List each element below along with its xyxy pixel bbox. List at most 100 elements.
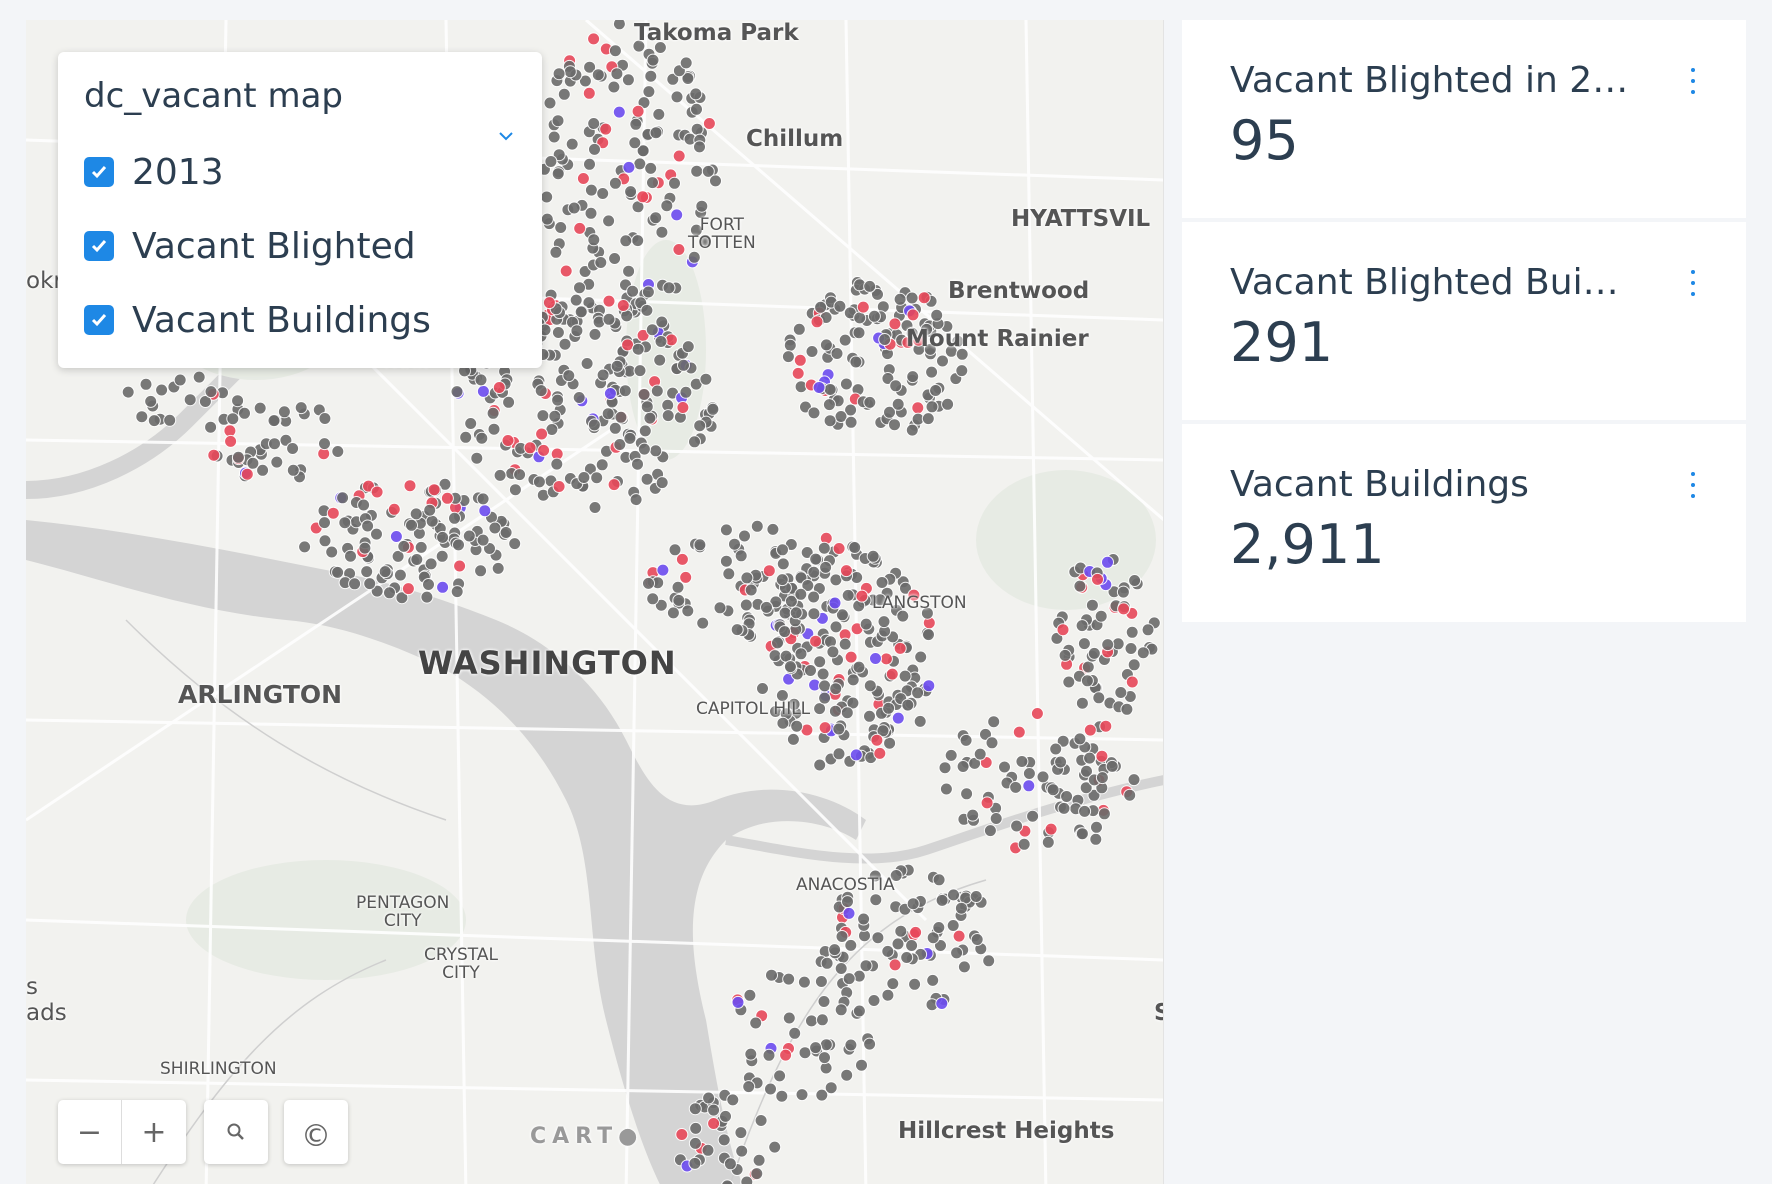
vacancy-point[interactable]: [649, 126, 663, 140]
vacancy-point[interactable]: [226, 412, 240, 426]
vacancy-point[interactable]: [957, 960, 971, 974]
vacancy-point[interactable]: [936, 354, 949, 368]
vacancy-point[interactable]: [840, 706, 854, 720]
vacancy-point[interactable]: [781, 350, 795, 364]
vacancy-point[interactable]: [893, 292, 907, 306]
vacancy-point[interactable]: [1015, 755, 1029, 768]
vacancy-point[interactable]: [1128, 574, 1142, 587]
vacancy-point[interactable]: [818, 721, 832, 735]
vacancy-point[interactable]: [563, 65, 577, 79]
vacancy-point[interactable]: [775, 573, 789, 587]
vacancy-point[interactable]: [699, 372, 713, 386]
vacancy-point[interactable]: [917, 291, 931, 305]
vacancy-point[interactable]: [820, 956, 834, 970]
vacancy-point[interactable]: [693, 140, 706, 154]
vacancy-point[interactable]: [448, 511, 461, 525]
vacancy-point[interactable]: [535, 427, 549, 441]
vacancy-point[interactable]: [565, 137, 579, 151]
vacancy-point[interactable]: [551, 167, 565, 181]
vacancy-point[interactable]: [866, 549, 880, 563]
vacancy-point[interactable]: [906, 308, 920, 322]
vacancy-point[interactable]: [1075, 827, 1089, 841]
vacancy-point[interactable]: [436, 580, 450, 594]
vacancy-point[interactable]: [790, 719, 804, 733]
vacancy-point[interactable]: [1054, 755, 1068, 769]
vacancy-point[interactable]: [954, 901, 968, 915]
vacancy-point[interactable]: [491, 561, 505, 575]
search-button[interactable]: [204, 1100, 268, 1164]
vacancy-point[interactable]: [908, 977, 922, 991]
vacancy-point[interactable]: [842, 906, 856, 920]
vacancy-point[interactable]: [580, 357, 594, 370]
vacancy-point[interactable]: [602, 312, 616, 326]
vacancy-point[interactable]: [786, 732, 800, 746]
vacancy-point[interactable]: [896, 609, 910, 623]
vacancy-point[interactable]: [791, 366, 805, 380]
vacancy-point[interactable]: [1114, 686, 1128, 699]
vacancy-point[interactable]: [768, 649, 782, 663]
vacancy-point[interactable]: [891, 937, 905, 951]
vacancy-point[interactable]: [1058, 648, 1072, 662]
vacancy-point[interactable]: [900, 951, 914, 964]
vacancy-point[interactable]: [602, 214, 616, 228]
vacancy-point[interactable]: [632, 39, 646, 53]
vacancy-point[interactable]: [742, 1080, 756, 1094]
vacancy-point[interactable]: [508, 483, 522, 497]
vacancy-point[interactable]: [423, 503, 437, 517]
vacancy-point[interactable]: [626, 284, 640, 298]
vacancy-point[interactable]: [642, 576, 655, 590]
vacancy-point[interactable]: [906, 370, 920, 384]
vacancy-point[interactable]: [629, 117, 643, 131]
vacancy-point[interactable]: [925, 365, 939, 379]
vacancy-point[interactable]: [891, 711, 905, 725]
vacancy-point[interactable]: [588, 327, 602, 341]
vacancy-point[interactable]: [596, 368, 610, 382]
vacancy-point[interactable]: [1124, 642, 1138, 655]
vacancy-point[interactable]: [809, 552, 823, 566]
vacancy-point[interactable]: [587, 117, 601, 130]
vacancy-point[interactable]: [675, 1128, 689, 1141]
vacancy-point[interactable]: [871, 287, 884, 301]
vacancy-point[interactable]: [587, 32, 601, 46]
vacancy-point[interactable]: [666, 606, 680, 620]
vacancy-point[interactable]: [681, 340, 695, 354]
layer-toggle-vacant-blighted[interactable]: Vacant Blighted: [84, 226, 516, 267]
vacancy-point[interactable]: [318, 516, 331, 530]
vacancy-point[interactable]: [883, 405, 896, 419]
vacancy-point[interactable]: [420, 590, 434, 604]
vacancy-point[interactable]: [584, 206, 598, 220]
vacancy-point[interactable]: [1056, 623, 1070, 637]
vacancy-point[interactable]: [778, 606, 792, 620]
vacancy-point[interactable]: [318, 412, 332, 425]
vacancy-point[interactable]: [147, 414, 161, 428]
vacancy-point[interactable]: [734, 1126, 748, 1140]
vacancy-point[interactable]: [1022, 767, 1036, 780]
vacancy-point[interactable]: [567, 201, 581, 215]
vacancy-point[interactable]: [393, 568, 407, 582]
vacancy-point[interactable]: [869, 652, 882, 665]
vacancy-point[interactable]: [814, 975, 828, 988]
vacancy-point[interactable]: [835, 608, 849, 622]
vacancy-point[interactable]: [1057, 801, 1071, 815]
vacancy-point[interactable]: [602, 294, 616, 308]
vacancy-point[interactable]: [750, 519, 764, 533]
vacancy-point[interactable]: [424, 557, 438, 571]
vacancy-point[interactable]: [813, 758, 827, 772]
vacancy-point[interactable]: [623, 431, 637, 445]
vacancy-point[interactable]: [771, 636, 784, 650]
vacancy-point[interactable]: [863, 679, 877, 693]
vacancy-point[interactable]: [855, 589, 869, 603]
vacancy-point[interactable]: [572, 391, 586, 404]
vacancy-point[interactable]: [1079, 781, 1093, 795]
vacancy-point[interactable]: [709, 174, 722, 188]
vacancy-point[interactable]: [932, 921, 946, 934]
vacancy-point[interactable]: [294, 401, 308, 415]
vacancy-point[interactable]: [453, 559, 467, 573]
more-options-icon[interactable]: [1688, 472, 1698, 502]
vacancy-point[interactable]: [782, 972, 796, 986]
vacancy-point[interactable]: [873, 746, 887, 760]
vacancy-point[interactable]: [797, 975, 811, 989]
vacancy-point[interactable]: [814, 300, 828, 314]
vacancy-points[interactable]: [121, 20, 1161, 1184]
vacancy-point[interactable]: [905, 326, 919, 340]
